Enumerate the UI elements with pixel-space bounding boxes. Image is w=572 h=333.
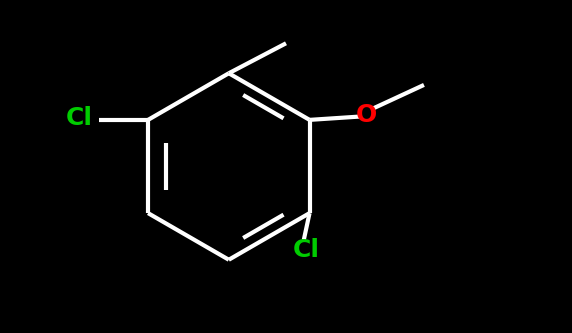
Text: O: O bbox=[356, 103, 378, 127]
Text: Cl: Cl bbox=[66, 106, 93, 130]
Text: Cl: Cl bbox=[293, 238, 320, 262]
